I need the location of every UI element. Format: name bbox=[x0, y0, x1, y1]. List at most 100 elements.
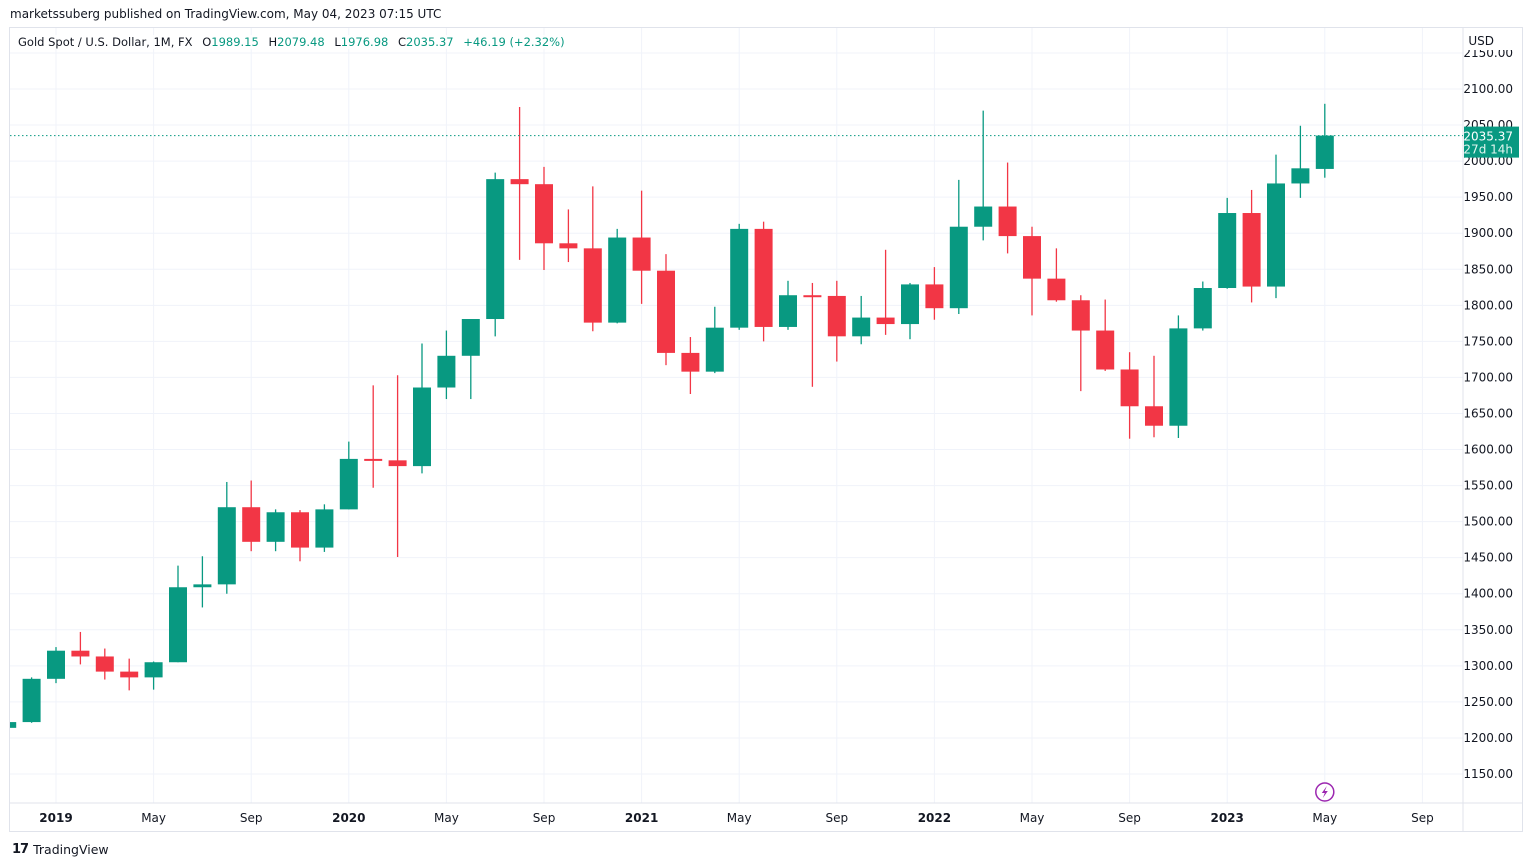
x-tick-label: Sep bbox=[1118, 811, 1141, 825]
y-tick-label: 2000.00 bbox=[1463, 154, 1513, 168]
candle-body-down bbox=[632, 237, 651, 271]
candle-body-up bbox=[1291, 168, 1310, 184]
y-tick-label: 1650.00 bbox=[1463, 406, 1513, 420]
x-tick-label: Sep bbox=[825, 811, 848, 825]
candle-body-down bbox=[803, 295, 822, 298]
x-tick-label: May bbox=[434, 811, 459, 825]
candle-body-down bbox=[876, 317, 895, 325]
candle-body-down bbox=[1023, 236, 1041, 279]
candle-body-up bbox=[144, 662, 163, 678]
x-tick-label: May bbox=[1020, 811, 1045, 825]
y-tick-label: 1750.00 bbox=[1463, 334, 1513, 348]
ohlc-legend: Gold Spot / U.S. Dollar, 1M, FX O1989.15… bbox=[18, 35, 565, 49]
countdown-label: 27d 14h bbox=[1463, 143, 1513, 157]
candle-body-up bbox=[1267, 183, 1285, 287]
candle-body-up bbox=[1193, 288, 1212, 329]
chart-frame bbox=[9, 27, 1523, 832]
candle-body-up bbox=[852, 317, 871, 337]
candle-body-up bbox=[315, 509, 334, 548]
candle-body-up bbox=[1315, 135, 1334, 169]
candle-body-up bbox=[169, 587, 187, 663]
y-tick-label: 1500.00 bbox=[1463, 515, 1513, 529]
candle-body-up bbox=[266, 512, 285, 542]
tradingview-logo-icon[interactable]: 17 bbox=[12, 842, 29, 857]
y-tick-label: 1600.00 bbox=[1463, 443, 1513, 457]
candle-body-down bbox=[583, 248, 602, 323]
close-label: C bbox=[397, 35, 407, 49]
y-tick-label: 1400.00 bbox=[1463, 587, 1513, 601]
y-tick-label: 1850.00 bbox=[1463, 262, 1513, 276]
candle-body-down bbox=[1047, 278, 1066, 301]
candle-body-down bbox=[1120, 369, 1139, 407]
candle-body-up bbox=[22, 678, 41, 723]
candle-body-down bbox=[291, 512, 309, 548]
low-label: L bbox=[334, 35, 341, 49]
candle-body-up bbox=[1218, 213, 1237, 289]
candle-body-down bbox=[71, 650, 90, 657]
y-tick-label: 2100.00 bbox=[1463, 82, 1513, 96]
y-tick-label: 1800.00 bbox=[1463, 298, 1513, 312]
y-tick-label: 1900.00 bbox=[1463, 226, 1513, 240]
candle-body-down bbox=[681, 352, 700, 372]
y-tick-label: 1150.00 bbox=[1463, 767, 1513, 781]
candle-body-down bbox=[1071, 300, 1090, 331]
last-price-label: 2035.37 bbox=[1463, 130, 1513, 144]
x-tick-label: Sep bbox=[240, 811, 263, 825]
y-tick-label: 1950.00 bbox=[1463, 190, 1513, 204]
high-label: H bbox=[268, 35, 278, 49]
candle-body-up bbox=[193, 584, 212, 588]
x-tick-label: 2021 bbox=[625, 811, 658, 825]
high-value: 2079.48 bbox=[277, 35, 325, 49]
candle-body-up bbox=[1169, 328, 1188, 426]
candle-body-down bbox=[388, 460, 407, 467]
lightning-bolt-icon bbox=[1321, 786, 1328, 798]
candle-body-up bbox=[461, 319, 480, 356]
y-tick-label: 1700.00 bbox=[1463, 370, 1513, 384]
candle-body-up bbox=[10, 722, 17, 728]
currency-label-bg bbox=[1464, 30, 1522, 50]
x-tick-label: Sep bbox=[1411, 811, 1434, 825]
open-label: O bbox=[202, 35, 212, 49]
x-tick-label: 2023 bbox=[1210, 811, 1243, 825]
candle-body-up bbox=[974, 206, 993, 227]
currency-label: USD bbox=[1468, 34, 1494, 48]
symbol-name[interactable]: Gold Spot / U.S. Dollar, 1M, FX bbox=[18, 35, 193, 49]
candle-body-down bbox=[1096, 330, 1115, 370]
x-tick-label: 2022 bbox=[918, 811, 951, 825]
candle-body-down bbox=[657, 270, 675, 353]
candle-body-up bbox=[486, 179, 505, 320]
low-value: 1976.98 bbox=[340, 35, 389, 49]
candle-body-up bbox=[608, 237, 627, 323]
last-price-badge bbox=[1464, 126, 1519, 158]
x-tick-label: May bbox=[141, 811, 166, 825]
candle-body-up bbox=[730, 228, 749, 328]
x-tick-label: Sep bbox=[533, 811, 556, 825]
candle-body-down bbox=[242, 507, 261, 542]
x-tick-label: 2020 bbox=[332, 811, 365, 825]
brand-name[interactable]: TradingView bbox=[33, 842, 109, 857]
x-tick-label: 2019 bbox=[39, 811, 72, 825]
candle-body-down bbox=[364, 458, 383, 461]
candle-body-down bbox=[1242, 213, 1261, 287]
footer: 17 TradingView bbox=[12, 842, 109, 857]
y-tick-label: 1250.00 bbox=[1463, 695, 1513, 709]
y-tick-label: 1300.00 bbox=[1463, 659, 1513, 673]
change-value: +46.19 (+2.32%) bbox=[463, 35, 565, 49]
candle-body-up bbox=[705, 327, 724, 372]
candle-body-up bbox=[413, 387, 431, 467]
candle-body-up bbox=[47, 650, 65, 679]
candle-body-down bbox=[120, 671, 139, 678]
candle-body-down bbox=[535, 184, 553, 244]
y-tick-label: 1200.00 bbox=[1463, 731, 1513, 745]
y-tick-label: 1550.00 bbox=[1463, 479, 1513, 493]
candle-body-down bbox=[827, 295, 846, 337]
close-value: 2035.37 bbox=[406, 35, 454, 49]
candle-body-down bbox=[925, 284, 944, 309]
candle-body-up bbox=[901, 284, 919, 325]
candle-body-up bbox=[339, 458, 358, 510]
x-tick-label: May bbox=[1312, 811, 1337, 825]
candle-body-up bbox=[437, 355, 456, 388]
candle-body-down bbox=[559, 243, 578, 249]
candle-body-up bbox=[217, 507, 236, 585]
